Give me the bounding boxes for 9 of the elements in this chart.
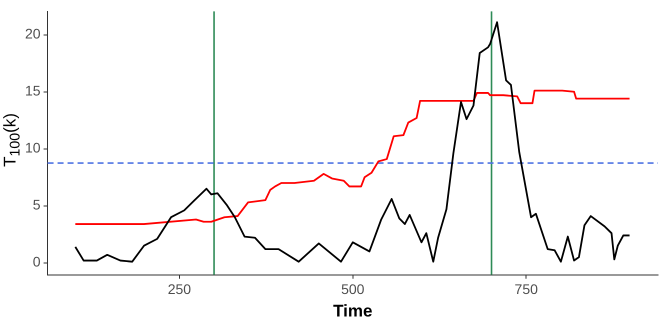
x-tick-label: 500 xyxy=(341,281,365,298)
x-axis-title: Time xyxy=(333,301,372,320)
y-tick-label: 0 xyxy=(32,254,41,270)
y-tick-label: 10 xyxy=(24,140,41,156)
x-tick-label: 750 xyxy=(514,281,538,298)
y-tick-label: 5 xyxy=(32,196,41,213)
y-tick-label: 20 xyxy=(24,26,41,42)
y-tick-label: 15 xyxy=(24,82,41,99)
x-tick-label: 250 xyxy=(168,281,192,298)
